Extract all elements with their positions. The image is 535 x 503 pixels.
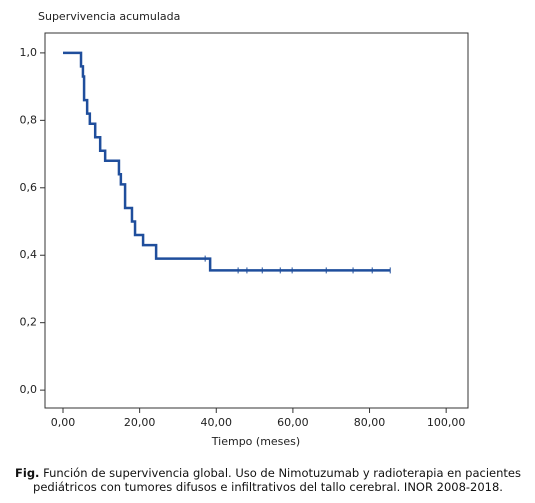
- x-tick-label: 20,00: [124, 416, 156, 429]
- y-tick-label: 1,0: [20, 46, 38, 59]
- caption-text: Función de supervivencia global. Uso de …: [33, 466, 521, 494]
- x-tick-label: 80,00: [354, 416, 386, 429]
- x-tick-label: 100,00: [427, 416, 466, 429]
- y-axis-label: Supervivencia acumulada: [38, 10, 180, 23]
- x-tick-label: 40,00: [201, 416, 233, 429]
- plot-frame: [44, 32, 469, 409]
- y-tick-label: 0,6: [20, 181, 38, 194]
- caption-label: Fig.: [15, 466, 40, 480]
- y-tick-label: 0,4: [20, 248, 38, 261]
- x-tick-label: 60,00: [277, 416, 309, 429]
- chart: Supervivencia acumulada Tiempo (meses) 0…: [20, 10, 469, 448]
- x-tick-label: 0,00: [51, 416, 76, 429]
- survival-curve: [63, 51, 391, 272]
- y-tick-label: 0,8: [20, 113, 38, 126]
- x-axis-label: Tiempo (meses): [211, 435, 300, 448]
- y-tick-label: 0,2: [20, 316, 38, 329]
- y-tick-label: 0,0: [20, 383, 38, 396]
- caption: Fig. Función de supervivencia global. Us…: [8, 466, 528, 494]
